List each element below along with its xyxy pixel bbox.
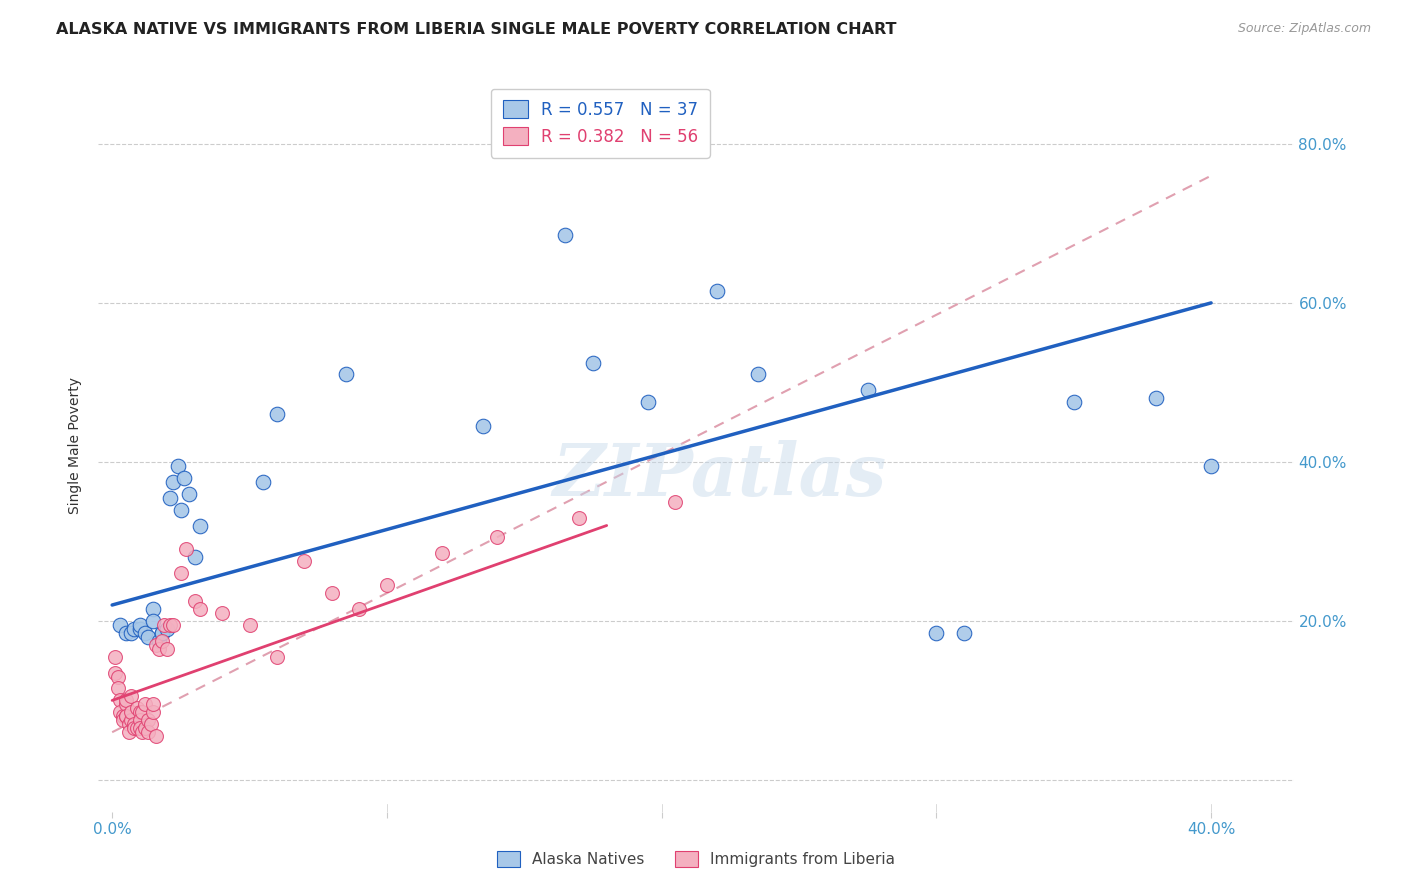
Point xyxy=(115,709,138,723)
Point xyxy=(142,614,165,628)
Point xyxy=(120,714,142,728)
Point xyxy=(321,586,343,600)
Point xyxy=(122,717,145,731)
Point xyxy=(122,721,145,735)
Point xyxy=(134,698,156,712)
Point xyxy=(294,554,316,568)
Point xyxy=(110,693,132,707)
Point xyxy=(664,494,686,508)
Point xyxy=(173,471,195,485)
Point xyxy=(142,698,165,712)
Point xyxy=(134,721,156,735)
Point xyxy=(128,706,150,720)
Point xyxy=(1199,458,1222,473)
Point xyxy=(953,625,976,640)
Point xyxy=(472,419,495,434)
Point xyxy=(150,625,173,640)
Point xyxy=(110,706,132,720)
Point xyxy=(148,633,170,648)
Point xyxy=(142,706,165,720)
Point xyxy=(107,681,129,696)
Text: Source: ZipAtlas.com: Source: ZipAtlas.com xyxy=(1237,22,1371,36)
Point xyxy=(145,729,167,743)
Point xyxy=(134,625,156,640)
Point xyxy=(120,706,142,720)
Point xyxy=(582,355,605,369)
Point xyxy=(150,633,173,648)
Point xyxy=(554,228,576,243)
Point xyxy=(183,594,205,608)
Legend: Alaska Natives, Immigrants from Liberia: Alaska Natives, Immigrants from Liberia xyxy=(491,845,901,873)
Point xyxy=(115,625,138,640)
Point xyxy=(112,709,135,723)
Point xyxy=(747,368,769,382)
Point xyxy=(266,407,288,421)
Point xyxy=(156,622,179,636)
Point xyxy=(117,725,139,739)
Point xyxy=(266,649,288,664)
Point xyxy=(128,622,150,636)
Point xyxy=(153,618,176,632)
Point xyxy=(335,368,357,382)
Point xyxy=(176,542,198,557)
Point xyxy=(156,641,179,656)
Point xyxy=(375,578,398,592)
Point xyxy=(485,530,508,544)
Point xyxy=(188,602,211,616)
Text: ALASKA NATIVE VS IMMIGRANTS FROM LIBERIA SINGLE MALE POVERTY CORRELATION CHART: ALASKA NATIVE VS IMMIGRANTS FROM LIBERIA… xyxy=(56,22,897,37)
Point xyxy=(120,690,142,704)
Point xyxy=(162,618,184,632)
Point xyxy=(136,630,159,644)
Point xyxy=(706,284,728,298)
Y-axis label: Single Male Poverty: Single Male Poverty xyxy=(69,377,83,515)
Point xyxy=(925,625,948,640)
Point xyxy=(104,665,127,680)
Point xyxy=(104,649,127,664)
Point xyxy=(349,602,371,616)
Point xyxy=(131,725,153,739)
Point xyxy=(110,618,132,632)
Point xyxy=(430,546,453,560)
Point xyxy=(142,602,165,616)
Point xyxy=(136,714,159,728)
Point xyxy=(177,486,200,500)
Point xyxy=(128,714,150,728)
Point xyxy=(170,566,193,581)
Point xyxy=(115,693,138,707)
Point xyxy=(1144,392,1167,406)
Point xyxy=(139,717,162,731)
Point xyxy=(148,641,170,656)
Point xyxy=(183,550,205,565)
Point xyxy=(211,606,233,620)
Point xyxy=(128,618,150,632)
Point xyxy=(856,384,879,398)
Point xyxy=(115,709,138,723)
Point xyxy=(117,717,139,731)
Point xyxy=(637,395,659,409)
Point xyxy=(252,475,274,489)
Point xyxy=(568,510,591,524)
Point xyxy=(115,698,138,712)
Point xyxy=(122,622,145,636)
Point xyxy=(131,706,153,720)
Point xyxy=(145,638,167,652)
Point xyxy=(150,625,173,640)
Point xyxy=(159,491,181,505)
Point xyxy=(238,618,260,632)
Point xyxy=(128,721,150,735)
Text: ZIPatlas: ZIPatlas xyxy=(553,440,887,511)
Point xyxy=(125,721,148,735)
Point xyxy=(162,475,184,489)
Point xyxy=(107,669,129,683)
Point xyxy=(136,725,159,739)
Point xyxy=(159,618,181,632)
Point xyxy=(125,701,148,715)
Point xyxy=(167,458,190,473)
Point xyxy=(1063,395,1085,409)
Point xyxy=(170,502,193,516)
Point xyxy=(188,518,211,533)
Point xyxy=(112,714,135,728)
Point xyxy=(120,625,142,640)
